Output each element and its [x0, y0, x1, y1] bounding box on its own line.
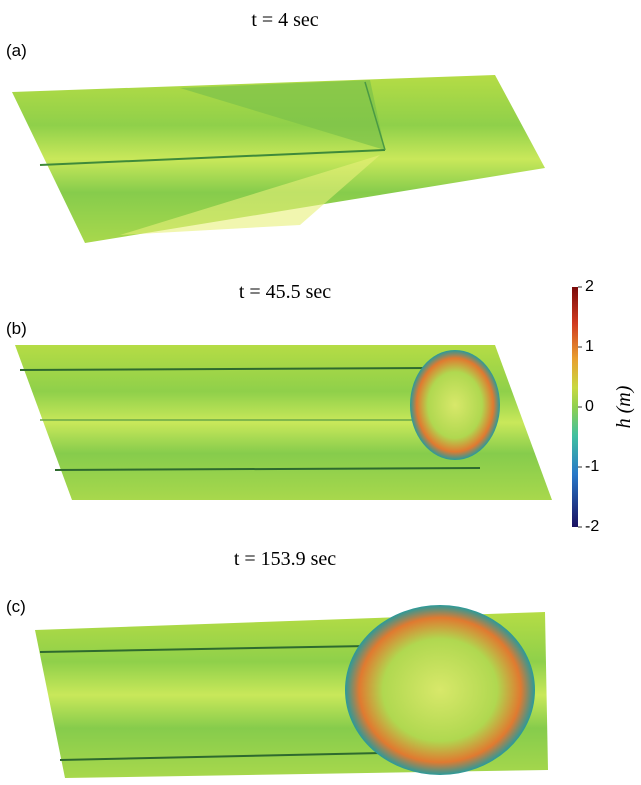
- tick-label: 1: [585, 338, 594, 355]
- panel-label: (a): [6, 41, 27, 60]
- tick-label: 0: [585, 398, 594, 415]
- colorbar: [572, 287, 578, 527]
- tick-label: -2: [585, 518, 599, 535]
- panel-title: t = 45.5 sec: [239, 281, 331, 303]
- panel-title: t = 4 sec: [251, 9, 318, 31]
- panel-label: (b): [6, 319, 27, 338]
- colorbar-label: h (m): [613, 385, 635, 428]
- bore: [345, 605, 535, 775]
- colorbar-ticks: -2 -1 0 1 2: [578, 278, 599, 535]
- panel-label: (c): [6, 597, 26, 616]
- tick-label: 2: [585, 278, 594, 295]
- figure: t = 4 sec (a) t = 45.5 sec (b) t = 153.9…: [0, 0, 641, 785]
- panel-title: t = 153.9 sec: [234, 548, 336, 570]
- tick-label: -1: [585, 458, 599, 475]
- bore: [410, 350, 500, 460]
